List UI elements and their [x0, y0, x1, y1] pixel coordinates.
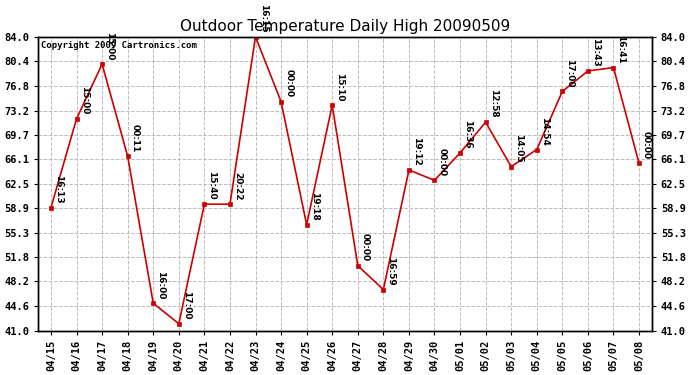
Text: 15:00: 15:00 — [105, 32, 114, 60]
Text: 14:05: 14:05 — [514, 134, 523, 162]
Text: 00:00: 00:00 — [361, 233, 370, 261]
Text: 15:40: 15:40 — [208, 171, 217, 200]
Text: 16:00: 16:00 — [157, 271, 166, 299]
Text: 15:00: 15:00 — [79, 86, 88, 115]
Text: 17:00: 17:00 — [565, 59, 574, 87]
Text: 16:13: 16:13 — [54, 175, 63, 204]
Text: 13:43: 13:43 — [591, 38, 600, 67]
Text: 00:00: 00:00 — [284, 69, 293, 98]
Text: 16:59: 16:59 — [386, 257, 395, 285]
Text: Copyright 2009 Cartronics.com: Copyright 2009 Cartronics.com — [41, 41, 197, 50]
Text: 14:54: 14:54 — [540, 117, 549, 146]
Text: 17:00: 17:00 — [182, 291, 191, 320]
Text: 00:00: 00:00 — [437, 148, 446, 176]
Text: 19:12: 19:12 — [412, 137, 421, 166]
Text: 12:58: 12:58 — [489, 90, 497, 118]
Text: 00:00: 00:00 — [642, 131, 651, 159]
Text: 20:22: 20:22 — [233, 172, 242, 200]
Text: 16:36: 16:36 — [463, 120, 472, 149]
Text: 15:10: 15:10 — [335, 72, 344, 101]
Text: 19:18: 19:18 — [310, 192, 319, 220]
Text: 00:11: 00:11 — [130, 124, 140, 152]
Title: Outdoor Temperature Daily High 20090509: Outdoor Temperature Daily High 20090509 — [180, 19, 510, 34]
Text: 16:41: 16:41 — [617, 35, 626, 63]
Text: 16:15: 16:15 — [259, 4, 268, 33]
